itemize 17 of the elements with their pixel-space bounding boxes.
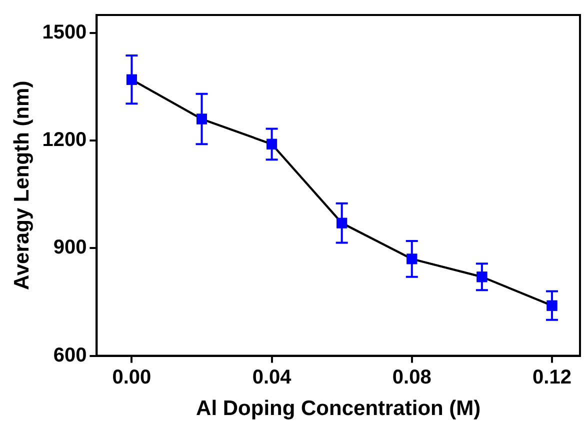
x-tick-label: 0.12 <box>532 366 572 388</box>
x-tick-label: 0.08 <box>392 366 432 388</box>
point <box>266 138 278 150</box>
point <box>476 272 488 282</box>
y-tick-label: 1500 <box>42 21 87 44</box>
point <box>406 254 418 264</box>
point <box>126 74 137 85</box>
point <box>546 300 558 311</box>
y-tick-label: 900 <box>53 236 87 259</box>
x-tick-label: 0.04 <box>252 366 292 388</box>
y-axis-title: Averagy Length (nm) <box>10 80 34 290</box>
point <box>196 114 207 124</box>
point <box>336 218 348 228</box>
x-tick-label: 0.00 <box>112 366 152 388</box>
x-axis-title: Al Doping Concentration (M) <box>196 397 481 420</box>
y-tick-label: 600 <box>53 344 87 366</box>
y-tick-label: 1200 <box>42 129 87 152</box>
